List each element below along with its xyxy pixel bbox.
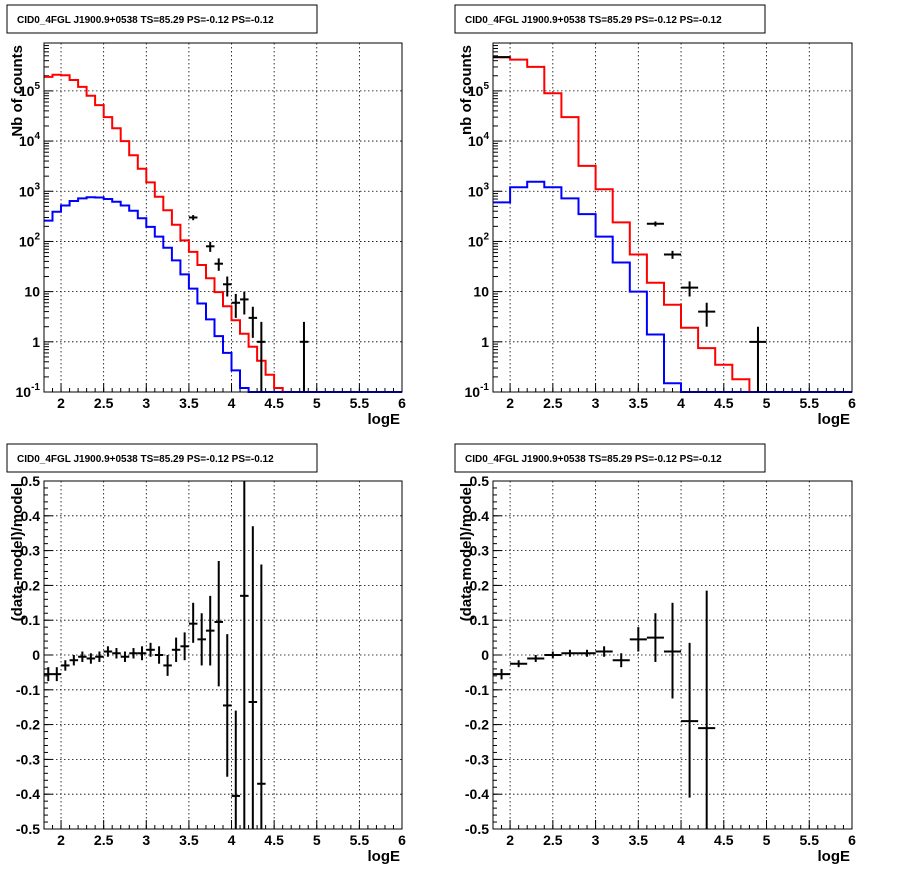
title-box: [454, 4, 766, 34]
y-tick-label: -0.5: [16, 821, 40, 837]
x-tick-label: 3.5: [629, 832, 649, 848]
x-tick-label: 4.5: [714, 832, 734, 848]
y-tick-label: -0.2: [465, 717, 489, 733]
y-tick-label: 1: [481, 334, 489, 350]
y-tick-label: -0.5: [465, 821, 489, 837]
x-tick-label: 2.5: [94, 395, 114, 411]
x-tick-label: 4: [228, 832, 236, 848]
chart-panel-3: 2 2.5 3 3.5 4 4.5 5 5.5 6 -0.5 -0.4 -0.3 -0.2 -0.1 0 0.…: [6, 443, 406, 865]
x-tick-label: 2: [506, 832, 514, 848]
x-tick-label: 6: [398, 395, 406, 411]
y-tick-label: 0: [481, 647, 489, 663]
title-box: [6, 443, 318, 473]
title-box: [6, 4, 318, 34]
x-tick-label: 6: [848, 395, 856, 411]
y-tick-label: 102: [468, 231, 490, 249]
y-tick-label: 103: [468, 181, 490, 199]
x-tick-label: 3: [592, 395, 600, 411]
y-tick-label: 0.4: [21, 508, 41, 524]
x-axis-label: logE: [818, 848, 851, 865]
y-tick-label: 0.3: [21, 543, 41, 559]
x-tick-label: 4: [228, 395, 236, 411]
x-tick-label: 5: [763, 832, 771, 848]
step-series-2: [493, 180, 852, 393]
y-tick-label: 1: [32, 334, 40, 350]
x-tick-label: 2: [506, 395, 514, 411]
x-tick-label: 2.5: [543, 832, 563, 848]
x-tick-label: 2: [57, 395, 65, 411]
y-axis-label: (data-model)/model: [9, 483, 26, 621]
chart-title: CID0_4FGL J1900.9+0538 TS=85.29 PS=-0.12…: [465, 15, 722, 26]
plot-frame: [43, 42, 403, 393]
y-tick-label: 0.5: [470, 473, 490, 489]
plot-frame: [492, 42, 853, 393]
x-tick-label: 5: [763, 395, 771, 411]
y-tick-label: -0.1: [16, 682, 40, 698]
x-tick-label: 3: [142, 832, 150, 848]
y-tick-label: 102: [19, 231, 41, 249]
x-tick-label: 4.5: [264, 832, 284, 848]
y-tick-label: 0.2: [21, 577, 41, 593]
title-box: [454, 443, 766, 473]
x-tick-label: 6: [848, 832, 856, 848]
y-tick-label: -0.4: [465, 786, 489, 802]
x-tick-label: 5.5: [350, 832, 370, 848]
y-tick-label: 10: [473, 284, 489, 300]
x-tick-label: 2.5: [94, 832, 114, 848]
chart-panel-2: 2 2.5 3 3.5 4 4.5 5 5.5 610-1110102103104105logE…: [454, 4, 856, 428]
y-tick-label: 103: [19, 181, 41, 199]
y-tick-label: 0: [32, 647, 40, 663]
x-tick-label: 5.5: [350, 395, 370, 411]
y-axis-label: Nb of counts: [9, 45, 26, 137]
x-tick-label: 2.5: [543, 395, 563, 411]
plot-frame: [43, 480, 403, 830]
x-tick-label: 5.5: [800, 395, 820, 411]
y-tick-label: 10-1: [465, 382, 490, 400]
chart-title: CID0_4FGL J1900.9+0538 TS=85.29 PS=-0.12…: [17, 454, 274, 465]
x-tick-label: 3: [592, 832, 600, 848]
x-tick-label: 3.5: [629, 395, 649, 411]
y-tick-label: 0.1: [21, 612, 41, 628]
plot-frame: [492, 480, 853, 830]
y-tick-label: -0.3: [465, 751, 489, 767]
y-axis-label: (data-model)/model: [458, 483, 475, 621]
x-tick-label: 4.5: [714, 395, 734, 411]
chart-panel-4: 2 2.5 3 3.5 4 4.5 5 5.5 6 -0.5 -0.4 -0.3 -0.2 -0.1 0 0.…: [454, 443, 856, 865]
y-axis-label: nb of counts: [458, 45, 475, 135]
y-tick-label: 0.3: [470, 543, 490, 559]
x-tick-label: 6: [398, 832, 406, 848]
x-tick-label: 5.5: [800, 832, 820, 848]
y-tick-label: 0.4: [470, 508, 490, 524]
x-tick-label: 3.5: [179, 832, 199, 848]
x-tick-label: 3: [142, 395, 150, 411]
y-tick-label: 0.5: [21, 473, 41, 489]
y-tick-label: 0.2: [470, 577, 490, 593]
x-axis-label: logE: [368, 411, 401, 428]
x-tick-label: 5: [313, 832, 321, 848]
chart-title: CID0_4FGL J1900.9+0538 TS=85.29 PS=-0.12…: [17, 15, 274, 26]
chart-title: CID0_4FGL J1900.9+0538 TS=85.29 PS=-0.12…: [465, 454, 722, 465]
y-tick-label: 10-1: [16, 382, 41, 400]
y-tick-label: 0.1: [470, 612, 490, 628]
x-axis-label: logE: [368, 848, 401, 865]
y-tick-label: -0.1: [465, 682, 489, 698]
y-tick-label: -0.2: [16, 717, 40, 733]
x-tick-label: 2: [57, 832, 65, 848]
y-tick-label: -0.3: [16, 751, 40, 767]
x-tick-label: 4.5: [264, 395, 284, 411]
x-tick-label: 3.5: [179, 395, 199, 411]
x-tick-label: 4: [677, 832, 685, 848]
y-tick-label: 10: [24, 284, 40, 300]
x-tick-label: 4: [677, 395, 685, 411]
x-axis-label: logE: [818, 411, 851, 428]
chart-panel-1: 2 2.5 3 3.5 4 4.5 5 5.5 610-1110102103104105logE…: [6, 4, 406, 428]
y-tick-label: -0.4: [16, 786, 40, 802]
x-tick-label: 5: [313, 395, 321, 411]
